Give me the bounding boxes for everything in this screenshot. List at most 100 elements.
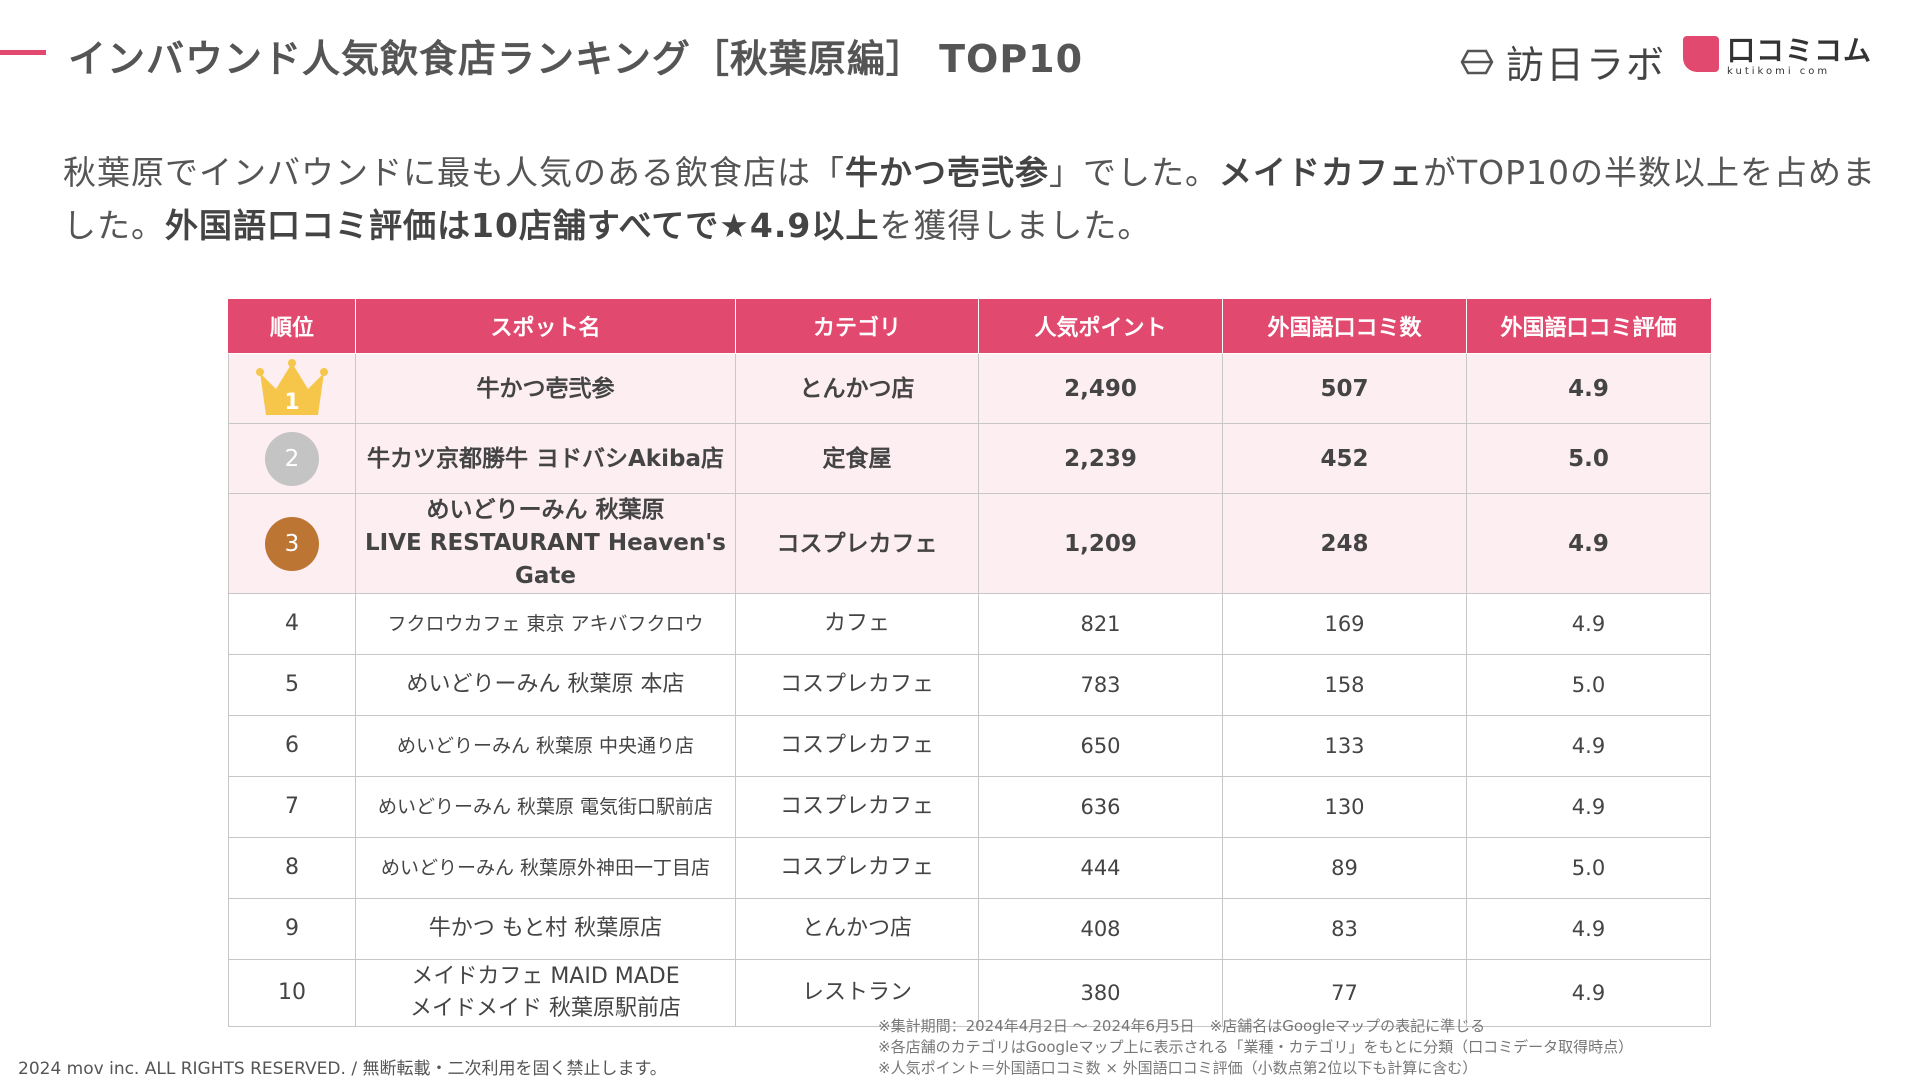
table-row: 8 めいどりーみん 秋葉原外神田一丁目店 コスプレカフェ 444 89 5.0	[228, 837, 1711, 899]
spot-name-cell: メイドカフェ MAID MADE メイドメイド 秋葉原駅前店	[355, 959, 736, 1027]
header-review-count: 外国語口コミ数	[1222, 298, 1467, 354]
footnote-period: ※集計期間：2024年4月2日 〜 2024年6月5日 ※店舗名はGoogleマ…	[878, 1017, 1486, 1035]
table-row: 1 牛かつ壱弐参 とんかつ店 2,490 507 4.9	[228, 353, 1711, 424]
rank-cell: 5	[228, 654, 356, 716]
rank-cell: 9	[228, 898, 356, 960]
points-cell: 783	[978, 654, 1223, 716]
review-count-cell: 83	[1222, 898, 1467, 960]
review-count-cell: 452	[1222, 423, 1467, 494]
header-spot-name: スポット名	[355, 298, 736, 354]
crown-icon: 1	[256, 358, 328, 415]
lead-paragraph: 秋葉原でインバウンドに最も人気のある飲食店は「牛かつ壱弐参」でした。メイドカフェ…	[63, 146, 1883, 252]
category-cell: とんかつ店	[735, 353, 979, 424]
footnote-points: ※人気ポイント＝外国語口コミ数 × 外国語口コミ評価（小数点第2位以下も計算に含…	[878, 1059, 1478, 1077]
spot-name-line-2: LIVE RESTAURANT Heaven's Gate	[365, 530, 726, 589]
rating-cell: 4.9	[1466, 959, 1711, 1027]
spot-name-cell: めいどりーみん 秋葉原 LIVE RESTAURANT Heaven's Gat…	[355, 493, 736, 594]
rating-cell: 5.0	[1466, 654, 1711, 716]
rank-cell: 10	[228, 959, 356, 1027]
spot-name-line-2: メイドメイド 秋葉原駅前店	[410, 996, 681, 1021]
spot-name-line-1: めいどりーみん 秋葉原	[426, 497, 665, 523]
review-count-cell: 133	[1222, 715, 1467, 777]
rating-cell: 5.0	[1466, 423, 1711, 494]
points-cell: 2,490	[978, 353, 1223, 424]
category-cell: コスプレカフェ	[735, 776, 979, 838]
rank-cell: 3	[228, 493, 356, 594]
header-popularity-points: 人気ポイント	[978, 298, 1223, 354]
rank-cell: 8	[228, 837, 356, 899]
speech-bubble-icon	[1683, 36, 1719, 72]
rating-cell: 4.9	[1466, 776, 1711, 838]
rank-cell: 4	[228, 593, 356, 655]
rank-cell: 6	[228, 715, 356, 777]
lead-bold-1: 牛かつ壱弐参	[845, 153, 1049, 192]
rank-cell: 1	[228, 353, 356, 424]
rating-cell: 4.9	[1466, 898, 1711, 960]
spot-name-cell: めいどりーみん 秋葉原 電気街口駅前店	[355, 776, 736, 838]
spot-name-cell: フクロウカフェ 東京 アキバフクロウ	[355, 593, 736, 655]
table-header-row: 順位 スポット名 カテゴリ 人気ポイント 外国語口コミ数 外国語口コミ評価	[228, 298, 1711, 354]
table-row: 6 めいどりーみん 秋葉原 中央通り店 コスプレカフェ 650 133 4.9	[228, 715, 1711, 777]
points-cell: 821	[978, 593, 1223, 655]
points-cell: 650	[978, 715, 1223, 777]
table-row: 9 牛かつ もと村 秋葉原店 とんかつ店 408 83 4.9	[228, 898, 1711, 960]
points-cell: 444	[978, 837, 1223, 899]
points-cell: 2,239	[978, 423, 1223, 494]
title-accent-bar	[0, 50, 46, 55]
review-count-cell: 507	[1222, 353, 1467, 424]
spot-name-cell: 牛カツ京都勝牛 ヨドバシAkiba店	[355, 423, 736, 494]
table-row: 10 メイドカフェ MAID MADE メイドメイド 秋葉原駅前店 レストラン …	[228, 959, 1711, 1027]
category-cell: 定食屋	[735, 423, 979, 494]
rating-cell: 4.9	[1466, 593, 1711, 655]
spot-name-cell: めいどりーみん 秋葉原外神田一丁目店	[355, 837, 736, 899]
houjin-lab-logo-text: 訪日ラボ	[1506, 43, 1667, 87]
rating-cell: 4.9	[1466, 493, 1711, 594]
rating-cell: 5.0	[1466, 837, 1711, 899]
points-cell: 380	[978, 959, 1223, 1027]
kuchikomi-com-logo-text: 口コミコム	[1727, 34, 1873, 67]
lead-bold-3: 外国語口コミ評価は10店舗すべてで★4.9以上	[165, 206, 880, 245]
review-count-cell: 248	[1222, 493, 1467, 594]
bronze-medal-icon: 3	[265, 516, 319, 571]
category-cell: コスプレカフェ	[735, 654, 979, 716]
lead-text-2: 」でした。	[1049, 153, 1219, 192]
page-title: インバウンド人気飲食店ランキング［秋葉原編］ TOP10	[68, 37, 1084, 81]
silver-medal-icon: 2	[265, 431, 319, 486]
spot-name-cell: めいどりーみん 秋葉原 中央通り店	[355, 715, 736, 777]
houjin-lab-mark-icon	[1460, 49, 1494, 74]
category-cell: レストラン	[735, 959, 979, 1027]
kuchikomi-com-logo-subtext: kutikomi com	[1727, 66, 1831, 77]
lead-text-1: 秋葉原でインバウンドに最も人気のある飲食店は「	[63, 153, 845, 192]
category-cell: コスプレカフェ	[735, 493, 979, 594]
lead-text-4: を獲得しました。	[879, 206, 1152, 245]
category-cell: カフェ	[735, 593, 979, 655]
category-cell: とんかつ店	[735, 898, 979, 960]
rating-cell: 4.9	[1466, 715, 1711, 777]
spot-name-cell: 牛かつ壱弐参	[355, 353, 736, 424]
header-category: カテゴリ	[735, 298, 979, 354]
kuchikomi-com-logo: 口コミコム kutikomi com	[1683, 36, 1872, 77]
table-row: 5 めいどりーみん 秋葉原 本店 コスプレカフェ 783 158 5.0	[228, 654, 1711, 716]
header-review-rating: 外国語口コミ評価	[1466, 298, 1711, 354]
houjin-lab-logo: 訪日ラボ	[1458, 34, 1666, 89]
spot-name-line-1: メイドカフェ MAID MADE	[411, 964, 680, 989]
copyright-notice: 2024 mov inc. ALL RIGHTS RESERVED. / 無断転…	[18, 1059, 667, 1079]
review-count-cell: 169	[1222, 593, 1467, 655]
category-cell: コスプレカフェ	[735, 837, 979, 899]
footnotes: ※集計期間：2024年4月2日 〜 2024年6月5日 ※店舗名はGoogleマ…	[878, 1016, 1633, 1079]
review-count-cell: 89	[1222, 837, 1467, 899]
points-cell: 636	[978, 776, 1223, 838]
table-row: 3 めいどりーみん 秋葉原 LIVE RESTAURANT Heaven's G…	[228, 493, 1711, 594]
review-count-cell: 77	[1222, 959, 1467, 1027]
review-count-cell: 130	[1222, 776, 1467, 838]
rank-cell: 2	[228, 423, 356, 494]
lead-text-3: がTOP10の半数以上を占めました。	[63, 153, 1877, 245]
rank-1-label: 1	[284, 390, 299, 415]
footnote-category: ※各店舗のカテゴリはGoogleマップ上に表示される「業種・カテゴリ」をもとに分…	[878, 1038, 1634, 1056]
rating-cell: 4.9	[1466, 353, 1711, 424]
points-cell: 408	[978, 898, 1223, 960]
table-row: 4 フクロウカフェ 東京 アキバフクロウ カフェ 821 169 4.9	[228, 593, 1711, 655]
table-row: 2 牛カツ京都勝牛 ヨドバシAkiba店 定食屋 2,239 452 5.0	[228, 423, 1711, 494]
header-rank: 順位	[228, 298, 356, 354]
points-cell: 1,209	[978, 493, 1223, 594]
